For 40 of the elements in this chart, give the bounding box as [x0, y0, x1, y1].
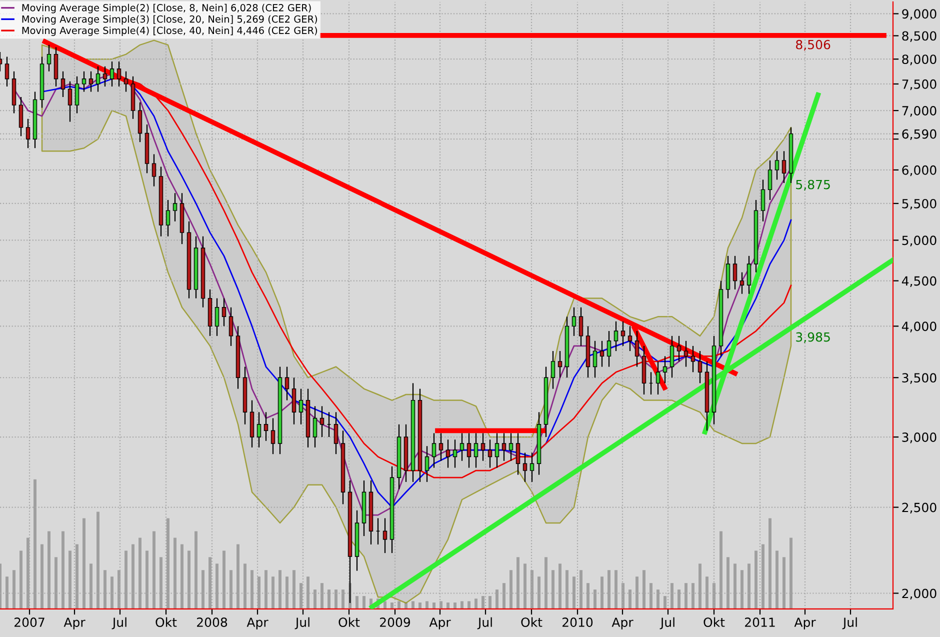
x-tick-label: Okt — [338, 617, 360, 627]
y-tick-label: 4,000 — [902, 322, 936, 332]
y-tick-label: 6,000 — [902, 165, 936, 176]
x-tick-label: 2009 — [380, 618, 410, 627]
x-tick-label: 2008 — [197, 618, 228, 627]
y-tick-label: 6,590 — [902, 129, 936, 140]
y-tick-label: 2,000 — [902, 588, 936, 600]
y-tick-label: 3,000 — [902, 432, 936, 444]
x-tick-label: Jul — [477, 617, 492, 630]
x-tick-label: Apr — [246, 618, 268, 630]
x-tick-label: Jul — [294, 617, 310, 630]
x-tick-label: Apr — [612, 618, 634, 630]
legend-label: Moving Average Simple(3) [Close, 20, Nein] 5,269 (CE2 GER) — [22, 15, 317, 25]
x-tick-label: Jul — [660, 617, 674, 630]
x-tick-label: Okt — [704, 617, 725, 627]
y-tick-label: 8,500 — [902, 31, 936, 42]
y-tick-label: 4,500 — [902, 276, 936, 287]
x-tick-label: 2007 — [14, 618, 44, 627]
x-tick-label: Apr — [64, 618, 86, 630]
series-label: 8,506 — [796, 40, 830, 51]
x-tick-label: Apr — [429, 618, 451, 630]
x-tick-label: Jul — [842, 617, 857, 630]
legend-label: Moving Average Simple(2) [Close, 8, Nein] 6,028 (CE2 GER) — [22, 4, 311, 14]
y-tick-label: 7,500 — [902, 79, 936, 90]
x-tick-label: Okt — [521, 617, 542, 627]
y-tick-label: 5,500 — [902, 198, 936, 210]
y-tick-label: 7,000 — [902, 106, 936, 117]
y-tick-label: 8,000 — [902, 54, 936, 66]
x-tick-label: Jul — [112, 617, 126, 630]
series-label: 5,875 — [796, 180, 830, 191]
x-tick-label: 2010 — [562, 618, 593, 627]
y-tick-label: 3,500 — [902, 373, 936, 384]
legend-label: Moving Average Simple(4) [Close, 40, Nein] 4,446 (CE2 GER) — [22, 26, 317, 36]
y-tick-label: 2,500 — [902, 502, 936, 514]
x-tick-label: 2011 — [745, 618, 775, 627]
series-label: 3,985 — [796, 332, 830, 344]
x-tick-label: Okt — [156, 617, 177, 627]
y-tick-label: 5,000 — [902, 236, 936, 246]
y-tick-label: 9,000 — [902, 9, 936, 20]
x-tick-label: Apr — [794, 618, 816, 630]
